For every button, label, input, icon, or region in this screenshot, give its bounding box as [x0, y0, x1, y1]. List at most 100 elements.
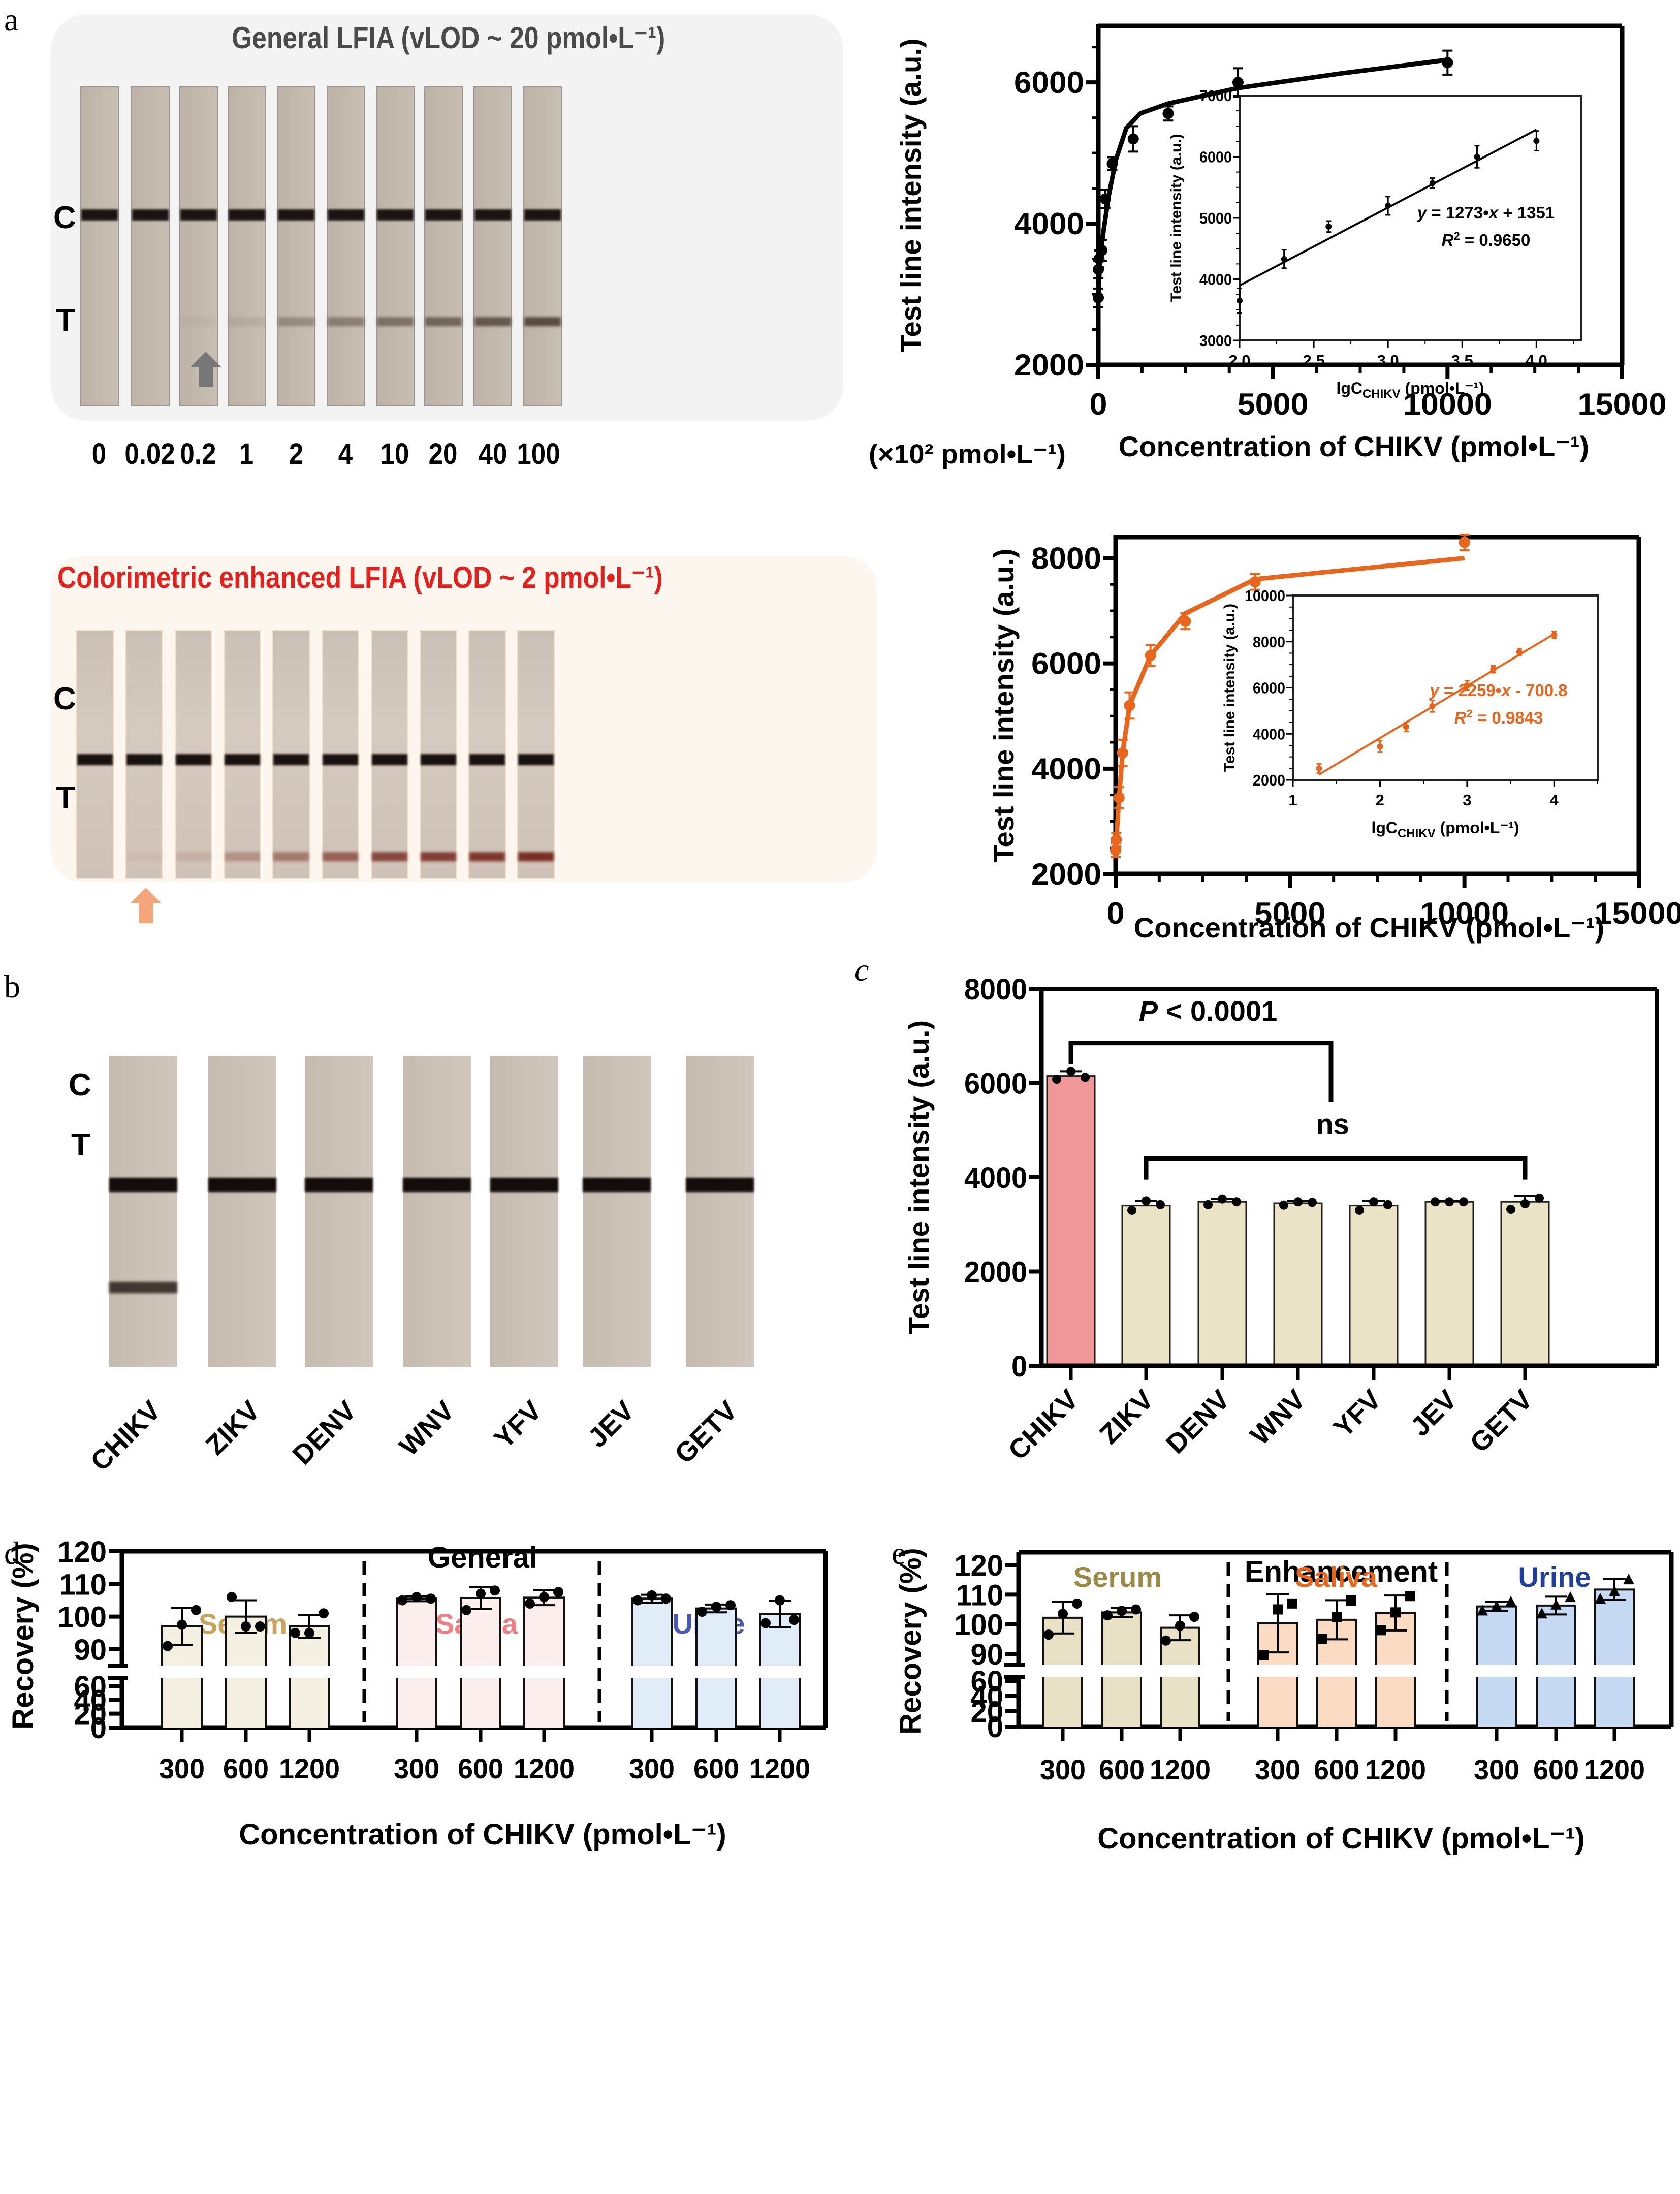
- test-line: [469, 852, 505, 861]
- x-axis-label: Concentration of CHIKV (pmol•L⁻¹): [1097, 1822, 1585, 1855]
- data-point: [1520, 1199, 1530, 1208]
- panel-letter-d: d: [4, 1535, 20, 1571]
- data-point: [1595, 1593, 1606, 1604]
- bar-lower: [1537, 1677, 1575, 1727]
- data-point: [1369, 1197, 1378, 1207]
- test-strip: [403, 1056, 471, 1367]
- x-tick-label: YFV: [1328, 1384, 1387, 1444]
- control-line: [421, 754, 456, 765]
- x-tick-label: 300: [394, 1752, 439, 1784]
- test-line: [278, 317, 314, 326]
- control-line: [77, 754, 113, 765]
- test-strip: [327, 86, 365, 406]
- data-point: [397, 1595, 407, 1606]
- x-tick-label: 600: [1099, 1753, 1145, 1785]
- data-point: [490, 1585, 500, 1596]
- test-strip: [473, 86, 512, 406]
- inset-data-point: [1464, 682, 1470, 688]
- data-point: [1232, 77, 1244, 88]
- test-line: [421, 852, 456, 861]
- bar-upper: [632, 1599, 672, 1666]
- bar-lower: [1161, 1677, 1199, 1727]
- concentration-label: 0: [91, 437, 107, 471]
- x-tick-label: 15000: [1595, 896, 1680, 930]
- x-tick-label: 300: [1474, 1753, 1519, 1785]
- x-tick-label: 300: [1255, 1753, 1301, 1785]
- x-tick-label: JEV: [1405, 1384, 1463, 1443]
- data-point: [1111, 834, 1122, 845]
- data-point: [1317, 1634, 1327, 1644]
- test-line: [377, 317, 414, 326]
- inset-data-point: [1516, 649, 1523, 655]
- test-line: [425, 317, 462, 326]
- data-point: [1180, 615, 1191, 627]
- ns-label: ns: [1316, 1108, 1349, 1140]
- bar-lower: [760, 1678, 800, 1728]
- data-point: [1052, 1075, 1061, 1084]
- data-point: [1332, 1612, 1342, 1622]
- fit-equation: y = 2259•x - 700.8: [1429, 681, 1567, 700]
- inset-x-axis-label: lgCCHIKV (pmol•L⁻¹): [1371, 819, 1519, 840]
- data-point: [1124, 700, 1135, 711]
- control-line: [278, 209, 314, 221]
- inset-data-point: [1474, 153, 1480, 160]
- enhanced-lfia-title: Colorimetric enhanced LFIA (vLOD ~ 2 pmo…: [57, 560, 663, 594]
- inset-y-tick-label: 6000: [1199, 148, 1232, 166]
- inset-y-tick-label: 4000: [1253, 725, 1285, 743]
- test-line: [524, 317, 561, 326]
- x-tick-label: 600: [1533, 1753, 1579, 1785]
- concentration-label: 20: [428, 437, 458, 471]
- y-tick-label: 2000: [964, 1256, 1027, 1289]
- data-point: [1232, 1197, 1241, 1207]
- fit-equation: y = 1273•x + 1351: [1416, 203, 1555, 222]
- data-point: [1058, 1609, 1068, 1619]
- test-strip: [420, 630, 457, 879]
- data-point: [725, 1600, 736, 1611]
- control-line: [518, 754, 554, 765]
- bar: [1197, 1201, 1247, 1367]
- control-line: [490, 1178, 558, 1192]
- y-tick-label: 2000: [1031, 857, 1101, 891]
- inset-data-point: [1316, 765, 1322, 772]
- y-tick-label: 4000: [1031, 752, 1101, 786]
- test-line: [109, 1282, 177, 1293]
- inset-x-tick-label: 2.5: [1303, 352, 1325, 369]
- x-tick-label: 1200: [1584, 1753, 1645, 1785]
- data-point: [1102, 1610, 1113, 1621]
- inset-y-tick-label: 6000: [1253, 679, 1285, 697]
- data-point: [1096, 244, 1107, 256]
- test-strip: [517, 630, 555, 879]
- inset-data-point: [1325, 223, 1332, 230]
- data-point: [177, 1619, 187, 1630]
- bar-lower: [1376, 1677, 1415, 1727]
- inset-x-tick-label: 1: [1288, 791, 1297, 809]
- data-point: [1081, 1073, 1090, 1082]
- test-line: [328, 317, 364, 326]
- data-point: [304, 1627, 314, 1638]
- data-point: [1156, 1200, 1165, 1209]
- data-point: [1308, 1198, 1317, 1207]
- data-point: [1355, 1205, 1364, 1215]
- test-line: [323, 852, 358, 861]
- panel-letter-c: c: [854, 952, 869, 988]
- bar-lower: [632, 1678, 672, 1728]
- data-point: [1505, 1595, 1516, 1607]
- group-label: Saliva: [1295, 1561, 1378, 1593]
- bar-lower: [162, 1678, 202, 1728]
- bar-lower: [1317, 1677, 1356, 1727]
- test-line: [225, 852, 260, 861]
- y-axis-label: Recovery (%): [7, 1543, 40, 1729]
- inset-frame: [1292, 594, 1599, 781]
- data-point: [1477, 1605, 1488, 1616]
- x-tick-label: 300: [629, 1752, 675, 1784]
- bar-lower: [1258, 1677, 1297, 1727]
- control-line: [372, 754, 407, 765]
- data-point: [1249, 576, 1261, 588]
- test-strip: [228, 86, 266, 406]
- data-point: [1203, 1200, 1213, 1209]
- panel-letter-a: a: [4, 2, 19, 38]
- test-line: [229, 317, 265, 326]
- test-strip: [125, 630, 163, 923]
- data-point: [476, 1588, 486, 1599]
- x-tick-label: ZIKV: [1094, 1384, 1159, 1450]
